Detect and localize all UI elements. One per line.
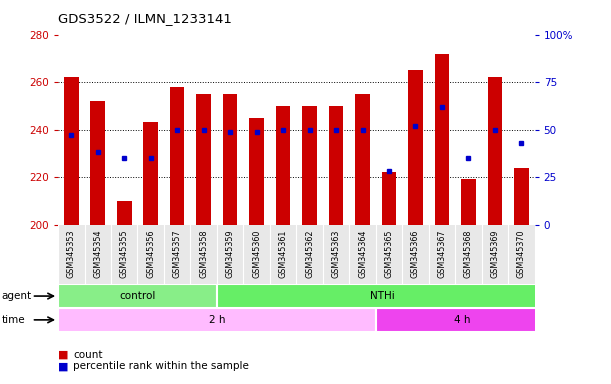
- Text: GSM345357: GSM345357: [173, 229, 181, 278]
- Bar: [302, 106, 317, 225]
- Text: GSM345363: GSM345363: [332, 229, 340, 278]
- Text: agent: agent: [1, 291, 31, 301]
- Text: GSM345361: GSM345361: [279, 229, 288, 278]
- Bar: [217, 284, 548, 308]
- Bar: [461, 179, 476, 225]
- Bar: [117, 201, 131, 225]
- Bar: [408, 70, 423, 225]
- Text: NTHi: NTHi: [370, 291, 395, 301]
- Text: ■: ■: [58, 361, 68, 371]
- Bar: [355, 94, 370, 225]
- Bar: [196, 94, 211, 225]
- Bar: [514, 167, 529, 225]
- Bar: [276, 106, 290, 225]
- Text: GSM345362: GSM345362: [305, 229, 314, 278]
- Bar: [223, 94, 238, 225]
- Text: GSM345366: GSM345366: [411, 229, 420, 278]
- Bar: [144, 122, 158, 225]
- Text: GSM345367: GSM345367: [437, 229, 447, 278]
- Text: GSM345359: GSM345359: [225, 229, 235, 278]
- Text: GSM345370: GSM345370: [517, 229, 526, 278]
- Text: GSM345353: GSM345353: [67, 229, 76, 278]
- Text: GDS3522 / ILMN_1233141: GDS3522 / ILMN_1233141: [58, 12, 232, 25]
- Text: ■: ■: [58, 350, 68, 360]
- Bar: [58, 284, 217, 308]
- Text: GSM345354: GSM345354: [93, 229, 102, 278]
- Bar: [64, 77, 79, 225]
- Text: GSM345365: GSM345365: [384, 229, 393, 278]
- Bar: [58, 308, 376, 332]
- Text: GSM345360: GSM345360: [252, 229, 261, 278]
- Bar: [376, 308, 548, 332]
- Text: 2 h: 2 h: [208, 315, 225, 325]
- Text: 4 h: 4 h: [453, 315, 470, 325]
- Bar: [170, 87, 185, 225]
- Text: percentile rank within the sample: percentile rank within the sample: [73, 361, 249, 371]
- Bar: [329, 106, 343, 225]
- Text: GSM345369: GSM345369: [491, 229, 499, 278]
- Text: GSM345368: GSM345368: [464, 229, 473, 278]
- Text: GSM345358: GSM345358: [199, 229, 208, 278]
- Bar: [90, 101, 105, 225]
- Text: GSM345356: GSM345356: [146, 229, 155, 278]
- Text: GSM345355: GSM345355: [120, 229, 129, 278]
- Bar: [434, 53, 449, 225]
- Text: control: control: [119, 291, 156, 301]
- Bar: [249, 118, 264, 225]
- Text: time: time: [1, 315, 25, 325]
- Text: count: count: [73, 350, 103, 360]
- Text: GSM345364: GSM345364: [358, 229, 367, 278]
- Bar: [488, 77, 502, 225]
- Bar: [382, 172, 397, 225]
